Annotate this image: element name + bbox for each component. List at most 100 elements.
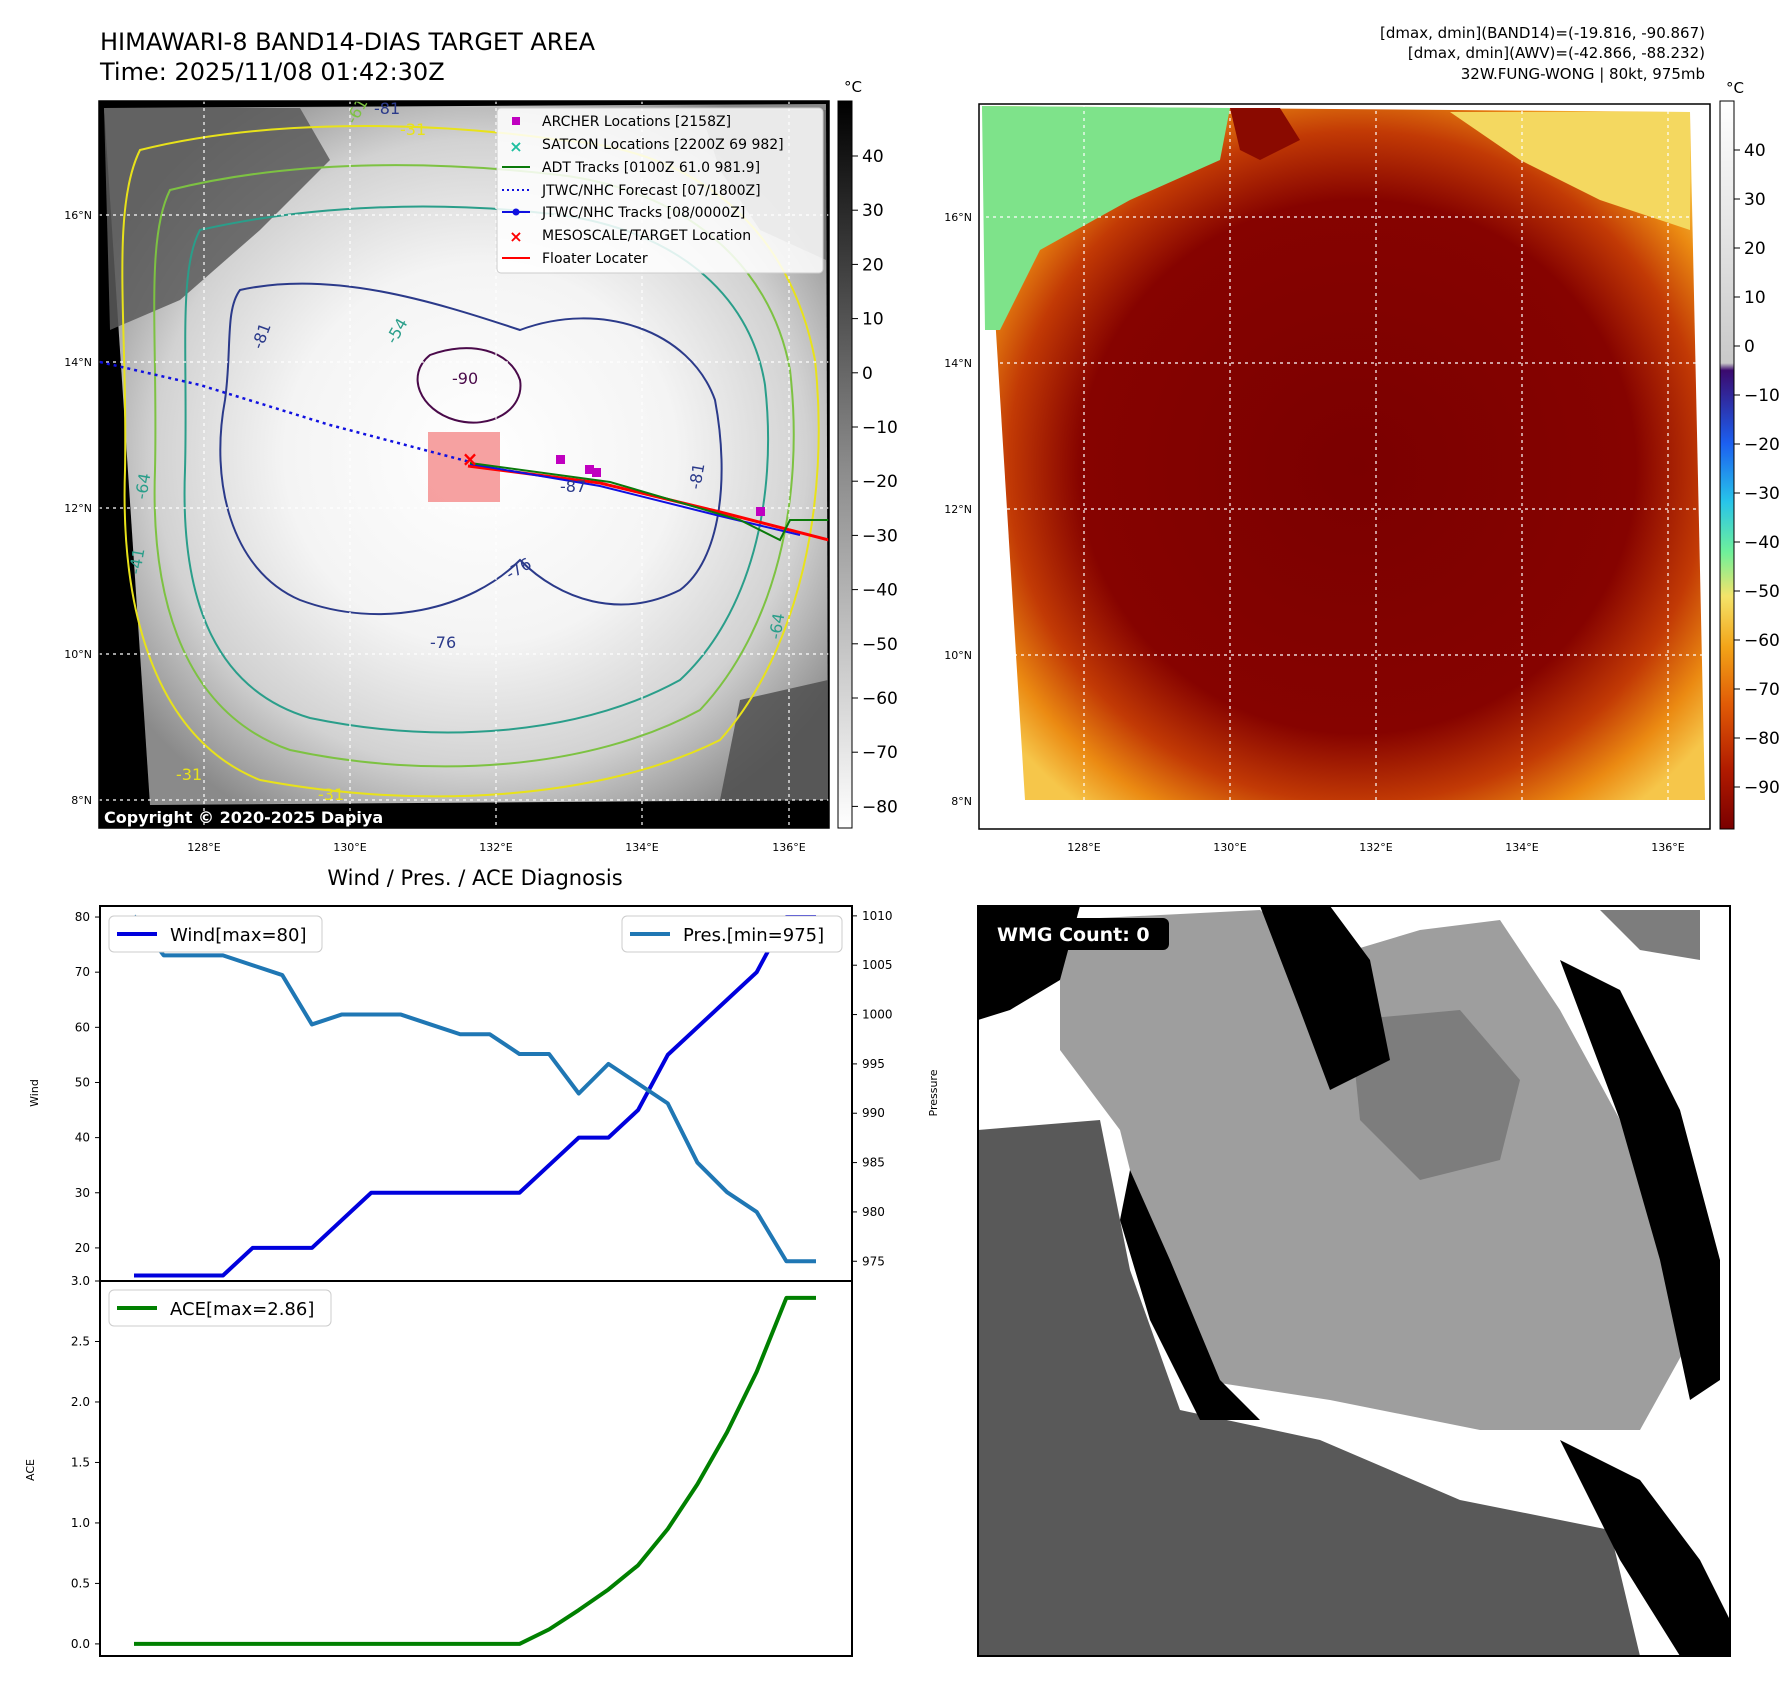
ir-lat-label: 16°N [64,209,92,222]
ir-colorbar-tick-label: −60 [862,689,898,709]
awv-colorbar-ticks: 40 30 20 10 0 −10 −20 −30 −40 −50 −60 −70 −80 −90 [1734,141,1780,798]
awv-colorbar-tick-label: −40 [1744,533,1780,553]
ir-colorbar-tick-label: −10 [862,418,898,438]
awv-moist-ne [1450,112,1690,230]
ir-lat-label: 10°N [64,648,92,661]
ir-contour-label: -64 [765,612,788,641]
awv-colorbar-tick-label: −50 [1744,582,1780,602]
pressure-ytick-label: 1000 [862,1008,893,1022]
legend-archer-swatch [512,117,520,125]
wind-chart-frame [99,905,853,1282]
wind-ytick-label: 80 [75,910,90,924]
ir-colorbar-tick-label: 40 [862,147,884,167]
wmg-black-band-east [1560,960,1720,1400]
ir-contour-label: -41 [125,547,148,576]
ace-ytick-label: 0.0 [71,1637,90,1651]
legend-label: ADT Tracks [0100Z 61.0 981.9] [542,160,760,176]
wind-ytick-label: 50 [75,1075,90,1089]
awv-lon-label: 128°E [1067,841,1100,854]
ir-colorbar-tick-label: −70 [862,743,898,763]
ir-colorbar-tick-label: 30 [862,201,884,221]
ir-colorbar-tick-label: −30 [862,526,898,546]
awv-map-frame [978,103,1711,830]
awv-colorbar-tick-label: −70 [1744,680,1780,700]
ir-contour-label: -76 [430,633,456,652]
wind-pressure-chart: 20 30 40 50 60 70 80 975 980 985 990 995 1000 1005 101… [28,905,940,1282]
awv-colorbar-tick-label: −80 [1744,729,1780,749]
ace-ytick-label: 2.0 [71,1395,90,1409]
pressure-ytick-label: 1010 [862,909,893,923]
ir-lon-label: 130°E [333,841,366,854]
awv-colorbar-tick-label: −90 [1744,778,1780,798]
ir-contour-label: -31 [318,785,344,804]
pressure-legend-label: Pres.[min=975] [683,925,824,946]
ace-chart: 0.0 0.5 1.0 1.5 2.0 2.5 3.0 ACE ACE[max=2.86] [24,1274,853,1657]
pressure-legend-box [621,915,843,953]
ir-archer-markers [556,455,765,516]
awv-cold-cell [1230,108,1300,160]
wmg-badge-box [989,918,1169,950]
awv-colorbar-tick-label: 40 [1744,141,1766,161]
awv-header-line1: [dmax, dmin](BAND14)=(-19.816, -90.867) [1380,24,1705,42]
ace-ytick-label: 1.0 [71,1516,90,1530]
wmg-grey-core [1060,910,1690,1430]
ir-colorbar [837,100,853,829]
wind-series-line [134,915,816,1278]
ir-contour-label: -87 [560,477,586,496]
wmg-count-badge: WMG Count: 0 [997,924,1150,946]
awv-lat-label: 8°N [951,795,972,808]
ir-lon-label: 128°E [187,841,220,854]
ir-contour-label: -64 [131,472,154,501]
ace-chart-frame [99,1280,853,1657]
ir-legend: × × ARCHER Locations [2158Z] SATCON Loca… [496,107,824,274]
legend-label: JTWC/NHC Forecast [07/1800Z] [541,183,761,199]
ir-colorbar-ticks: 40 30 20 10 0 −10 −20 −30 −40 −50 −60 −70 −80 [852,147,898,817]
ace-ytick-label: 1.5 [71,1455,90,1469]
awv-colorbar-tick-label: −60 [1744,631,1780,651]
legend-label: Floater Locater [542,251,648,267]
ir-lat-label: 12°N [64,502,92,515]
legend-label: JTWC/NHC Tracks [08/0000Z] [541,205,745,221]
wind-ytick-label: 40 [75,1131,90,1145]
awv-colorbar-tick-label: 10 [1744,288,1766,308]
awv-lon-label: 134°E [1505,841,1538,854]
wmg-mid-region [1350,1010,1520,1180]
wind-ytick-label: 20 [75,1241,90,1255]
wmg-grey-patch-ne [1600,910,1700,960]
wind-ylabel: Wind [28,1079,41,1107]
ir-colorbar-tick-label: −40 [862,581,898,601]
ir-contour-label: -31 [400,120,426,139]
pressure-ylabel: Pressure [927,1069,940,1116]
awv-colorbar-tick-label: −20 [1744,435,1780,455]
ace-series-line [134,1295,816,1646]
legend-target-swatch: × [509,227,522,246]
pressure-ytick-label: 975 [862,1254,885,1268]
ir-colorbar-tick-label: 20 [862,255,884,275]
ir-target-x-marker: × [462,447,479,471]
ir-contour-label: -90 [452,369,478,388]
awv-colorbar-tick-label: −30 [1744,484,1780,504]
legend-label: SATCON Locations [2200Z 69 982] [542,137,784,153]
wmg-black-band-north [1260,906,1390,1090]
ace-ylabel: ACE [24,1459,37,1481]
awv-lon-label: 130°E [1213,841,1246,854]
ace-legend-box [108,1289,332,1327]
ir-clear-sky-nw [104,108,330,330]
legend-label: MESOSCALE/TARGET Location [542,228,751,244]
pressure-series-line [132,914,816,1264]
wmg-black-band-west [1120,1170,1260,1420]
pressure-ytick-label: 980 [862,1205,885,1219]
ir-colorbar-tick-label: 10 [862,310,884,330]
awv-field [982,106,1705,800]
awv-colorbar-tick-label: 20 [1744,239,1766,259]
awv-colorbar-tick-label: 30 [1744,190,1766,210]
awv-moist-nw [982,106,1230,330]
awv-lat-label: 16°N [944,211,972,224]
legend-label: ARCHER Locations [2158Z] [542,114,731,130]
pressure-ytick-label: 990 [862,1106,885,1120]
ir-contour-purple [416,347,522,424]
legend-jtwc-dot [512,208,520,216]
ir-colorbar-unit: °C [844,78,862,96]
ir-jtwc-track [469,463,801,536]
